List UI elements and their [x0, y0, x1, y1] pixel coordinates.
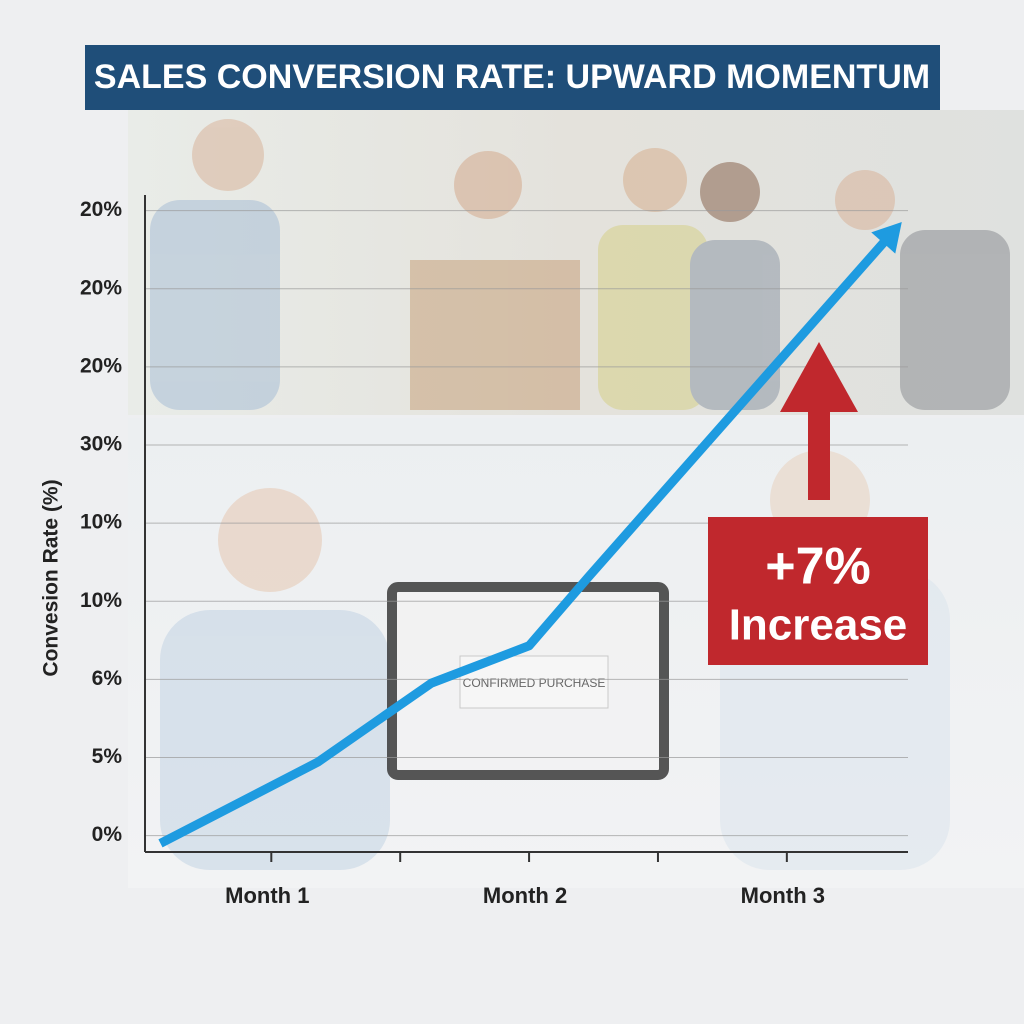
series-line	[158, 229, 896, 848]
y-tick-label: 20%	[80, 354, 122, 377]
annotation-box	[708, 517, 928, 665]
y-tick-label: 10%	[80, 589, 122, 612]
annotation-value: +7%	[765, 538, 871, 596]
x-tick-label: Month 3	[741, 883, 825, 908]
y-axis-label: Convesion Rate (%)	[40, 479, 63, 676]
y-tick-label: 10%	[80, 511, 122, 534]
annotation-arrow-shaft	[808, 405, 830, 500]
y-tick-label: 5%	[92, 745, 123, 768]
annotation: +7% Increase	[708, 342, 928, 665]
annotation-arrow-head	[780, 342, 858, 412]
x-tick-label: Month 1	[225, 883, 309, 908]
chart-title: SALES CONVERSION RATE: UPWARD MOMENTUM	[94, 58, 930, 96]
title-box	[85, 45, 940, 110]
plot: 0% 5% 6% 10% 10% 30% 20% 20% 20% Month 1 Month 2 Mo…	[80, 195, 908, 908]
y-tick-label: 6%	[92, 667, 123, 690]
screen-text: CONFIRMED PURCHASE	[463, 676, 606, 690]
y-tick-label: 20%	[80, 198, 122, 221]
annotation-text: Increase	[729, 601, 908, 650]
y-tick-label: 30%	[80, 433, 122, 456]
y-tick-label: 20%	[80, 276, 122, 299]
line-arrowhead	[871, 222, 902, 254]
x-tick-label: Month 2	[483, 883, 567, 908]
y-tick-label: 0%	[92, 823, 123, 846]
